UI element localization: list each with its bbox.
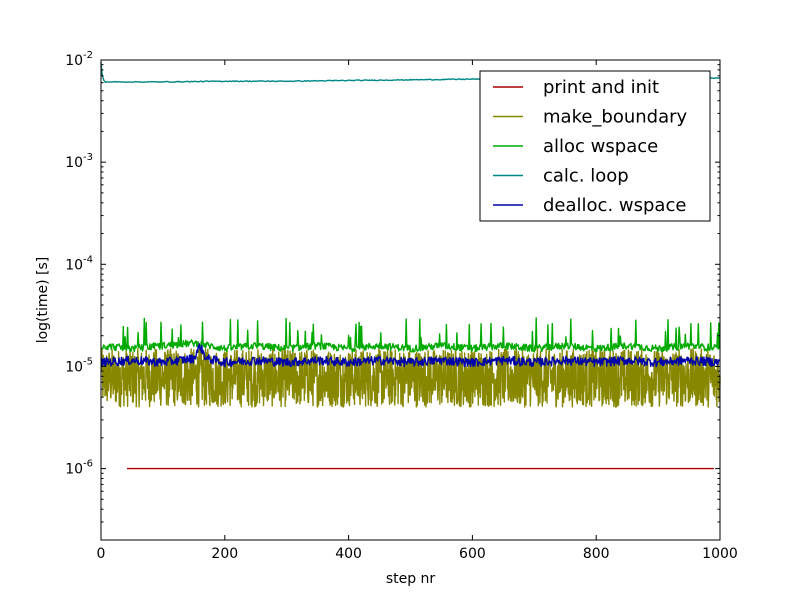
x-tick-label: 200	[211, 546, 238, 562]
series-line-dealloc-wspace	[100, 343, 721, 368]
x-tick-label: 1000	[702, 546, 738, 562]
x-tick-label: 400	[335, 546, 362, 562]
plot-frame	[100, 59, 721, 541]
x-tick-label: 800	[583, 546, 610, 562]
x-tick-label: 0	[97, 546, 106, 562]
series-line-alloc-wspace	[100, 317, 721, 353]
x-tick-label: 600	[459, 546, 486, 562]
y-tick-label: 10-6	[65, 459, 93, 478]
legend-label: calc. loop	[543, 166, 629, 187]
legend-label: make_boundary	[543, 107, 688, 128]
series-line-make-boundary	[100, 347, 721, 408]
y-axis-label: log(time) [s]	[35, 257, 51, 344]
legend-label: alloc wspace	[543, 136, 658, 157]
y-tick-label: 10-3	[65, 152, 93, 171]
x-axis-label: step nr	[386, 571, 436, 587]
y-tick-label: 10-5	[65, 356, 93, 375]
y-tick-label: 10-2	[65, 50, 93, 69]
y-tick-label: 10-4	[65, 254, 93, 273]
series-layer	[100, 62, 721, 470]
legend-label: dealloc. wspace	[543, 195, 686, 216]
ticks-layer: 0 200 400 600 800 1000 10-6 10-5 10-4 10-3 10-2	[65, 50, 738, 562]
legend-label: print and init	[543, 77, 659, 98]
